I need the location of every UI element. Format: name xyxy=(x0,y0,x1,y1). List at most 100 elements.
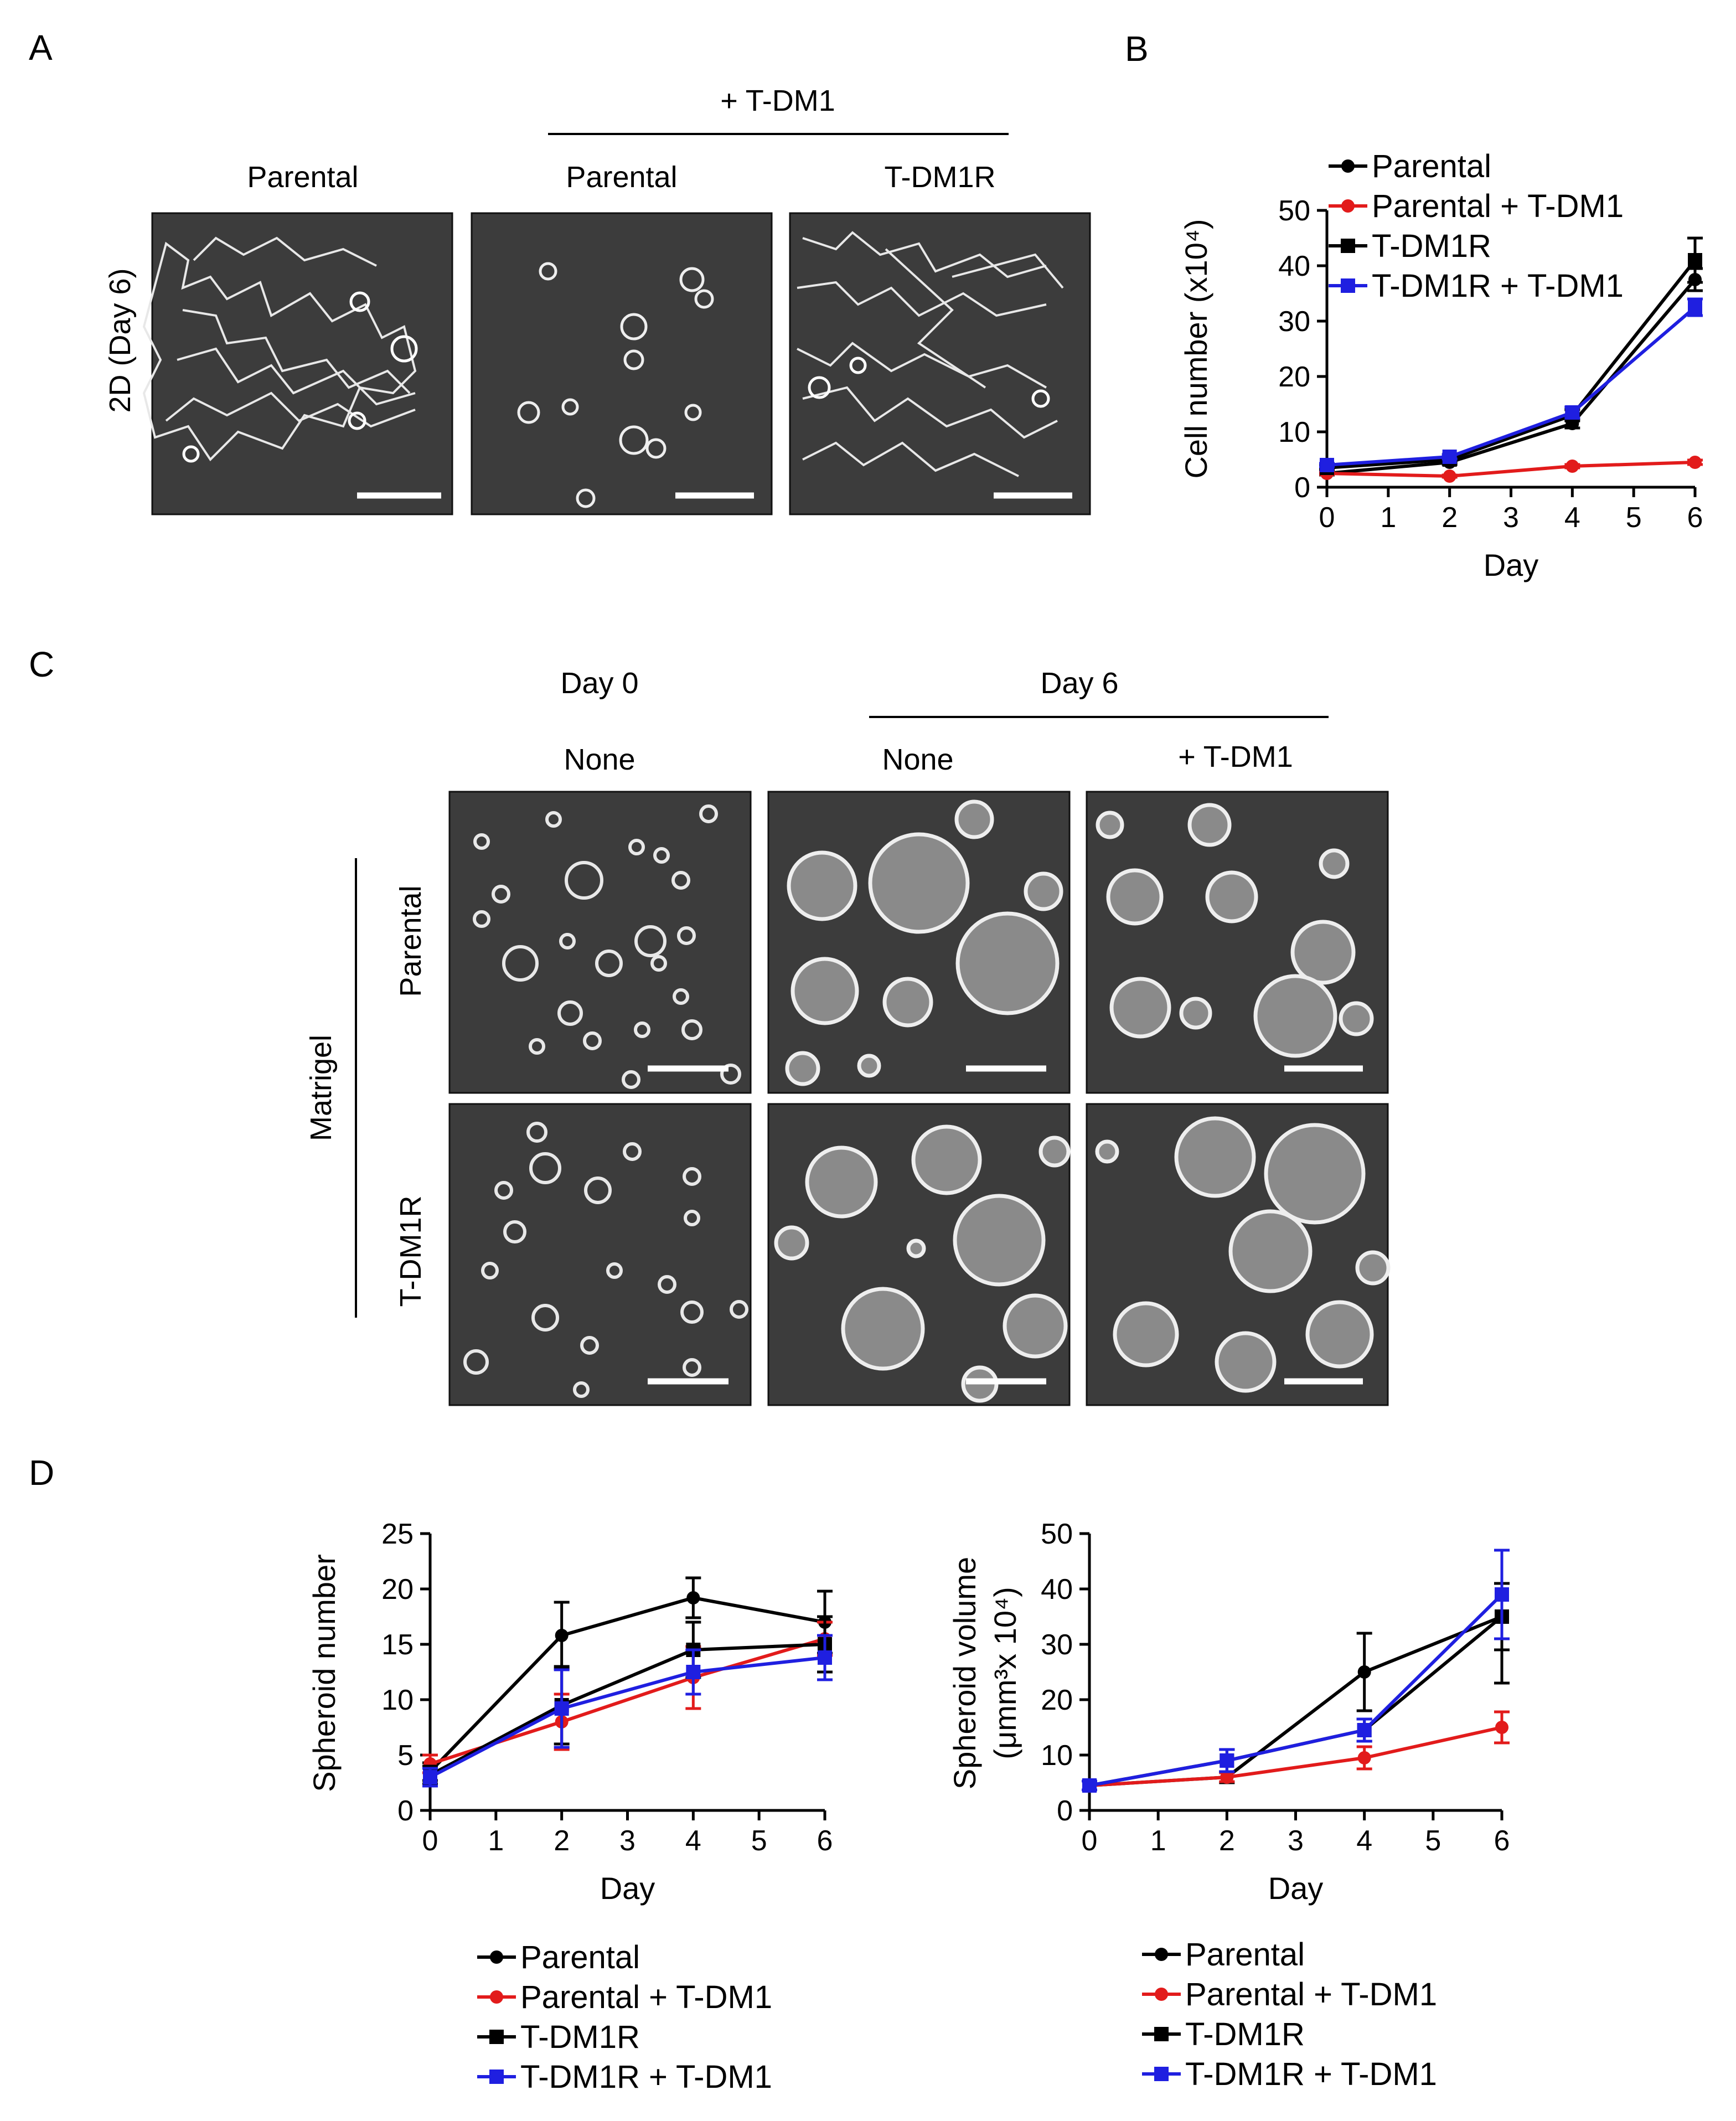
col-label-parental: Parental xyxy=(247,161,358,194)
panel-c: C Day 0 Day 6 None None + T-DM1 Matrigel… xyxy=(29,644,1391,1406)
micrograph-c1 xyxy=(448,791,752,1094)
treatment-header: + T-DM1 xyxy=(720,84,835,117)
micrograph-c2 xyxy=(767,791,1071,1094)
micrograph-c6 xyxy=(1086,1103,1391,1406)
chart-d-left-line-t-dm1r xyxy=(429,1643,825,1777)
chart-d-right-x-tick-label: 0 xyxy=(1082,1825,1098,1857)
chart-d-left-x-tick-label: 3 xyxy=(619,1825,636,1857)
panel-a: A + T-DM1 Parental Parental T-DM1R 2D (D… xyxy=(29,28,1091,515)
micrograph-c4 xyxy=(448,1103,752,1406)
chart-d-right-point xyxy=(1495,1587,1509,1602)
chart-d-right-x-tick-label: 3 xyxy=(1288,1825,1304,1857)
day6-header: Day 6 xyxy=(1040,667,1118,700)
col-label-tdm1r: T-DM1R xyxy=(885,161,996,194)
chart-d-left-legend-marker xyxy=(490,1990,503,2004)
chart-d-right-line-parental-t-dm1 xyxy=(1089,1726,1502,1787)
chart-b-legend: Parental Parental + T-DM1 T-DM1R T-DM1R + T… xyxy=(1329,148,1624,304)
chart-d-right-legend-label: Parental xyxy=(1185,1937,1305,1973)
chart-b-x-axis-label: Day xyxy=(1484,548,1539,582)
chart-d-left-x-tick-label: 4 xyxy=(685,1825,701,1857)
chart-b-x-tick-label: 2 xyxy=(1442,502,1458,534)
chart-d-left-point xyxy=(686,1665,701,1679)
chart-d-left-y-axis-label: Spheroid number xyxy=(307,1554,342,1792)
micrograph-a1 xyxy=(142,212,453,515)
chart-d-right-legend-label: Parental + T-DM1 xyxy=(1185,1976,1437,2012)
chart-b-x-tick-label: 3 xyxy=(1503,502,1519,534)
row-label-2d: 2D (Day 6) xyxy=(104,268,137,412)
chart-b-legend-marker xyxy=(1341,159,1355,173)
chart-d-left-y-tick-label: 15 xyxy=(381,1629,414,1661)
chart-d-right-point xyxy=(1220,1771,1234,1784)
panel-letter-d: D xyxy=(29,1453,54,1493)
chart-d-left-legend-label: Parental xyxy=(520,1939,640,1975)
chart-b-line-parental-t-dm1 xyxy=(1326,461,1696,478)
chart-d-right-series-parental xyxy=(1082,1582,1510,1792)
chart-b-y-tick-label: 20 xyxy=(1278,361,1310,393)
chart-b-y-tick-label: 50 xyxy=(1278,195,1310,227)
chart-d-right-x-tick-label: 4 xyxy=(1356,1825,1372,1857)
col-label-parental-tdm1: Parental xyxy=(566,161,677,194)
chart-d-left-legend-marker xyxy=(489,2030,504,2044)
chart-d-right-x-tick-label: 6 xyxy=(1494,1825,1510,1857)
chart-d-right-line-t-dm1r-t-dm1 xyxy=(1089,1593,1504,1787)
chart-d-right-x-axis-label: Day xyxy=(1268,1871,1324,1906)
chart-d-left-x-tick-label: 6 xyxy=(817,1825,833,1857)
chart-b-y-tick-label: 40 xyxy=(1278,250,1310,282)
chart-d-right-x-tick-label: 1 xyxy=(1150,1825,1166,1857)
chart-d-left-legend-marker xyxy=(490,1950,503,1964)
chart-b-point xyxy=(1565,405,1580,420)
chart-d-right-y-tick-label: 0 xyxy=(1057,1795,1073,1827)
col-label-tdm1-day6: + T-DM1 xyxy=(1178,740,1293,773)
day0-header: Day 0 xyxy=(560,667,638,700)
chart-d-left-point xyxy=(555,1629,569,1642)
micrograph-a2 xyxy=(471,212,773,515)
chart-d-right-point xyxy=(1495,1721,1508,1734)
chart-b-point xyxy=(1320,458,1334,472)
chart-b-x-tick-label: 1 xyxy=(1380,502,1396,534)
chart-d-left-y-tick-label: 25 xyxy=(381,1518,414,1550)
chart-d-right-point xyxy=(1357,1665,1371,1679)
chart-d-left-point xyxy=(818,1650,832,1665)
chart-d-left-legend-label: Parental + T-DM1 xyxy=(520,1979,772,2015)
chart-d-left-series-t-dm1r-t-dm1 xyxy=(422,1634,833,1788)
chart-b-point xyxy=(1688,253,1702,267)
panel-letter-a: A xyxy=(29,28,53,68)
chart-d-right: 0 1 2 3 4 5 6 0 10 20 30 40 50 Day Spheroid volume (μmm… xyxy=(947,1518,1510,2092)
chart-d-right-legend-marker xyxy=(1154,2067,1169,2081)
chart-d-right-y-axis-label: Spheroid volume xyxy=(947,1557,982,1789)
chart-d-right-point xyxy=(1082,1778,1097,1793)
chart-d-left-point xyxy=(686,1591,700,1604)
chart-d-left-line-parental xyxy=(428,1596,825,1773)
chart-d-right-line-parental xyxy=(1089,1615,1503,1787)
chart-b-x-tick-label: 4 xyxy=(1564,502,1580,534)
chart-b-legend-label: Parental xyxy=(1372,148,1491,184)
chart-b-legend-marker xyxy=(1341,278,1355,293)
chart-d-left-legend-marker xyxy=(489,2070,504,2084)
col-label-none-day0: None xyxy=(564,743,635,776)
chart-b-y-tick-label: 10 xyxy=(1278,416,1310,448)
micrograph-c3 xyxy=(1086,791,1389,1094)
chart-d-left-y-tick-label: 5 xyxy=(397,1740,414,1772)
chart-b-x-tick-label: 0 xyxy=(1319,502,1335,534)
chart-d-left-point xyxy=(423,1770,437,1784)
chart-d-right-legend-label: T-DM1R + T-DM1 xyxy=(1185,2056,1437,2092)
chart-d-right-series-t-dm1r-t-dm1 xyxy=(1082,1549,1510,1793)
chart-d-right-legend-label: T-DM1R xyxy=(1185,2016,1305,2052)
panel-b: B 0 1 2 3 4 5 6 0 10 20 30 40 50 Day Cell number (x10⁴… xyxy=(1125,29,1703,582)
chart-d-right-y-axis-label-units: (μmm³x 10⁴) xyxy=(988,1587,1022,1759)
chart-b-legend-label: T-DM1R xyxy=(1372,228,1491,264)
chart-b-series-t-dm1r-t-dm1 xyxy=(1319,297,1703,472)
chart-b-point xyxy=(1688,300,1702,314)
chart-d-left-x-axis-label: Day xyxy=(600,1871,655,1906)
chart-b-legend-label: Parental + T-DM1 xyxy=(1372,188,1624,224)
chart-d-right-y-tick-label: 20 xyxy=(1041,1684,1073,1716)
chart-d-right-point xyxy=(1220,1753,1234,1768)
chart-b-point xyxy=(1688,456,1702,469)
chart-b-x-tick-label: 5 xyxy=(1626,502,1642,534)
chart-b-y-tick-label: 0 xyxy=(1294,472,1310,504)
chart-d-left-x-tick-label: 5 xyxy=(751,1825,767,1857)
panel-letter-c: C xyxy=(29,644,54,684)
